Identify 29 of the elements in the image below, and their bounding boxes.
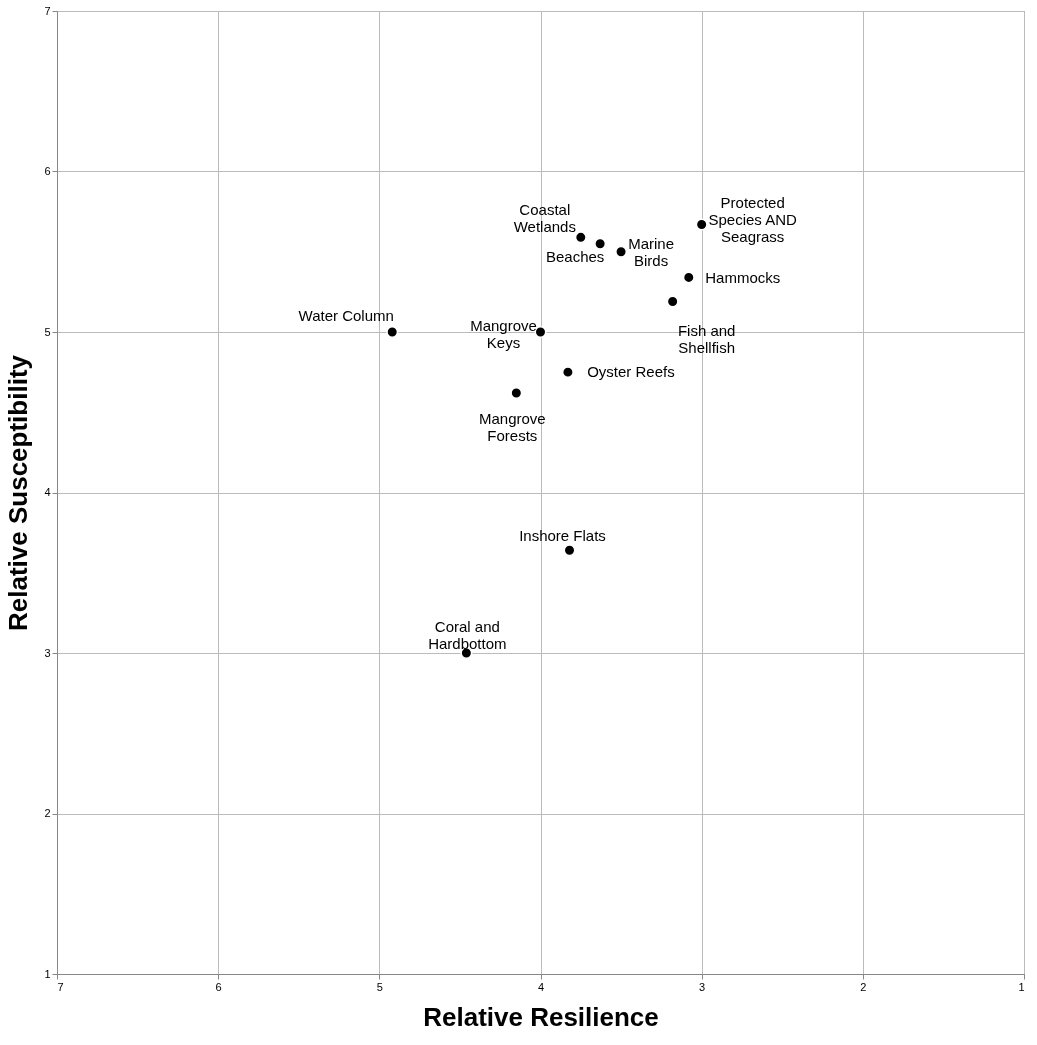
x-tick-label: 5 bbox=[376, 980, 383, 993]
y-axis-title: Relative Susceptibility bbox=[3, 354, 34, 631]
y-tick-label: 3 bbox=[44, 646, 51, 659]
annotation: Coastal Wetlands bbox=[513, 201, 576, 236]
annotation: Water Column bbox=[298, 307, 394, 324]
x-tick-label: 1 bbox=[1018, 980, 1025, 993]
x-tick-label: 4 bbox=[537, 980, 545, 993]
x-tick-label: 6 bbox=[215, 980, 222, 993]
annotation: Fish and Shellfish bbox=[677, 321, 736, 356]
annotation: Mangrove Keys bbox=[470, 317, 537, 351]
annotation: Oyster Reefs bbox=[587, 363, 675, 381]
annotation: Beaches bbox=[545, 247, 605, 265]
x-axis-title: Relative Resilience bbox=[423, 1001, 659, 1032]
x-tick-label: 3 bbox=[699, 980, 706, 993]
y-tick-label: 7 bbox=[44, 4, 51, 17]
annotation: Mangrove Forests bbox=[478, 409, 546, 444]
annotation: Hammocks bbox=[705, 269, 781, 287]
y-tick-label: 5 bbox=[44, 325, 51, 338]
point bbox=[386, 326, 399, 338]
y-tick-label: 1 bbox=[44, 967, 51, 980]
annotation: Marine Birds bbox=[628, 234, 675, 269]
annotation: Protected Species AND Seagrass bbox=[708, 194, 798, 246]
y-tick-label: 4 bbox=[44, 486, 51, 498]
y-tick-label: 2 bbox=[44, 807, 51, 819]
x-tick-label: 2 bbox=[860, 980, 867, 993]
x-tick-label: 7 bbox=[57, 980, 64, 993]
annotation: Inshore Flats bbox=[519, 527, 606, 545]
y-tick-label: 6 bbox=[44, 165, 51, 177]
annotation: Coral and Hardbottom bbox=[428, 618, 507, 652]
